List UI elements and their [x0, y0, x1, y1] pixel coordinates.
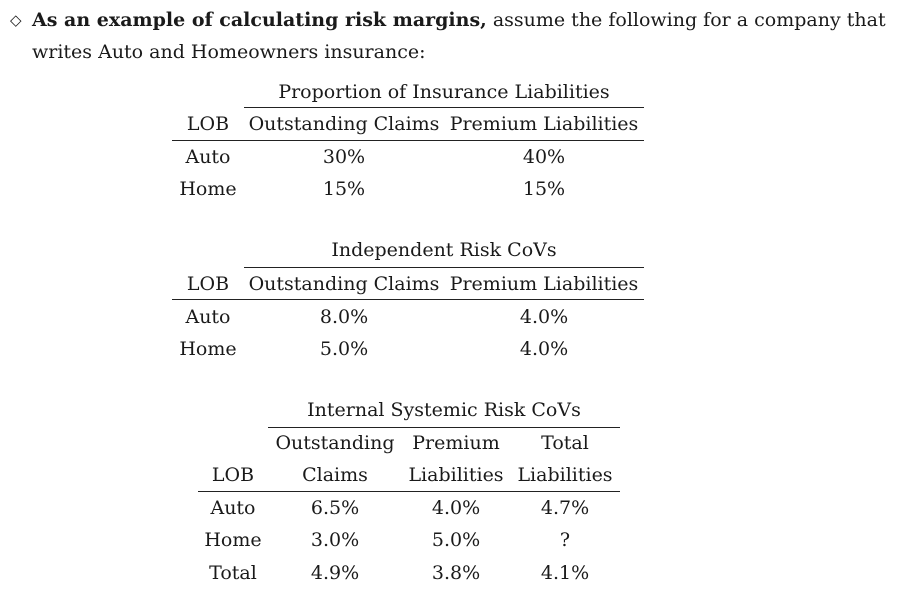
title-rule — [244, 107, 644, 108]
table-cell: 15% — [522, 178, 566, 200]
table-cell: Total — [209, 562, 257, 584]
table-cell: Auto — [210, 497, 256, 519]
table-cell: 4.1% — [540, 562, 590, 584]
header-rule — [172, 140, 644, 141]
diamond-bullet-icon: ◇ — [10, 11, 22, 29]
table-cell: 5.0% — [319, 338, 369, 360]
intro-paragraph: ◇ As an example of calculating risk margi… — [10, 4, 890, 68]
intro-text: assume the following for a company that — [486, 9, 886, 31]
header-premium-liabilities: Premium Liabilities — [449, 273, 639, 295]
table-cell: Home — [179, 178, 237, 200]
table-cell: Home — [204, 529, 262, 551]
table-cell: 4.0% — [431, 497, 481, 519]
title-rule — [268, 427, 620, 428]
header-lob: LOB — [211, 464, 255, 486]
header-liabilities: Liabilities — [408, 464, 504, 486]
header-outstanding: Outstanding — [275, 432, 395, 454]
table-cell: ? — [559, 529, 571, 551]
header-outstanding-claims: Outstanding Claims — [248, 113, 440, 135]
header-rule — [172, 299, 644, 300]
table-cell: 4.0% — [519, 306, 569, 328]
intro-bold-text: As an example of calculating risk margin… — [32, 9, 487, 31]
intro-text-line2: writes Auto and Homeowners insurance: — [32, 41, 426, 63]
table-title: Internal Systemic Risk CoVs — [307, 399, 581, 421]
title-rule — [244, 267, 644, 268]
header-liabilities-total: Liabilities — [517, 464, 613, 486]
header-premium: Premium — [412, 432, 500, 454]
table-cell: 3.8% — [431, 562, 481, 584]
table-cell: Auto — [185, 146, 231, 168]
header-rule — [198, 491, 620, 492]
header-premium-liabilities: Premium Liabilities — [449, 113, 639, 135]
header-lob: LOB — [186, 113, 230, 135]
table-cell: 4.0% — [519, 338, 569, 360]
table-cell: 3.0% — [310, 529, 360, 551]
table-cell: 5.0% — [431, 529, 481, 551]
table-cell: 40% — [522, 146, 566, 168]
table-cell: 30% — [322, 146, 366, 168]
header-claims: Claims — [302, 464, 368, 486]
header-outstanding-claims: Outstanding Claims — [248, 273, 440, 295]
table-cell: 4.9% — [310, 562, 360, 584]
header-lob: LOB — [186, 273, 230, 295]
table-cell: 15% — [322, 178, 366, 200]
table-cell: 8.0% — [319, 306, 369, 328]
table-cell: Auto — [185, 306, 231, 328]
table-cell: Home — [179, 338, 237, 360]
table-cell: 6.5% — [310, 497, 360, 519]
table-title: Proportion of Insurance Liabilities — [278, 81, 610, 103]
table-title: Independent Risk CoVs — [331, 239, 557, 261]
header-total: Total — [541, 432, 589, 454]
table-cell: 4.7% — [540, 497, 590, 519]
